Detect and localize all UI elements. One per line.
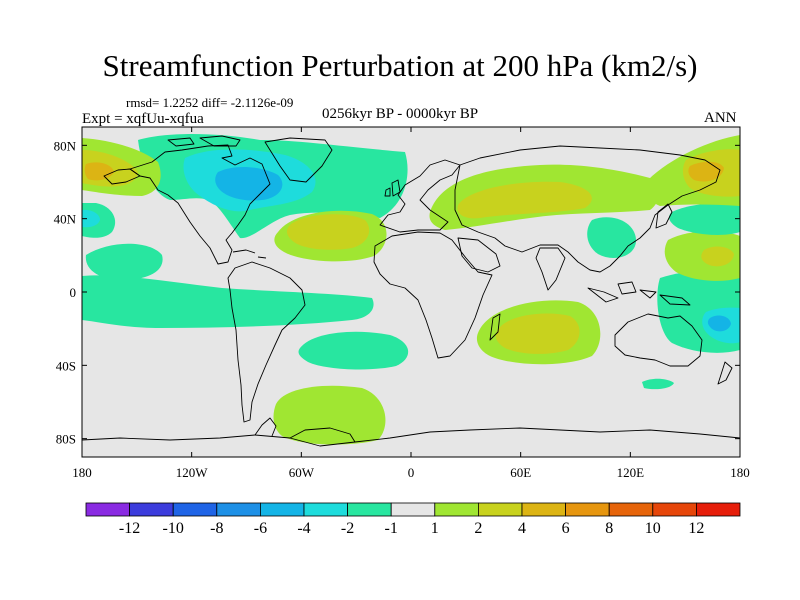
- lat-tick-label: 80S: [56, 432, 76, 447]
- lon-tick-label: 120W: [176, 465, 209, 480]
- lat-tick-label: 40N: [54, 212, 77, 227]
- field-contour: [669, 203, 740, 235]
- colorbar-label: 8: [605, 520, 613, 537]
- coastline-africa: [373, 231, 493, 359]
- coastline-alaska: [103, 168, 141, 185]
- field-contour: [701, 246, 734, 267]
- lon-tick-label: 60E: [510, 465, 531, 480]
- colorbar-swatch: [434, 502, 479, 517]
- colorbar-label: -8: [210, 520, 223, 537]
- colorbar-label: 10: [645, 520, 661, 537]
- coastline-greenland: [264, 137, 333, 183]
- colorbar-swatch: [608, 502, 654, 517]
- colorbar-swatch: [390, 502, 436, 517]
- colorbar-swatch: [172, 502, 218, 517]
- colorbar-label: -6: [254, 520, 267, 537]
- lon-tick-label: 60W: [289, 465, 315, 480]
- colorbar-swatch: [85, 502, 130, 517]
- map-panel: [82, 127, 740, 457]
- field-contour: [642, 378, 674, 390]
- colorbar-label: -10: [163, 520, 184, 537]
- colorbar-swatch: [477, 502, 523, 517]
- field-contour: [82, 275, 374, 328]
- field-contour: [298, 331, 409, 370]
- coastline-south-america: [227, 261, 306, 423]
- coastline-india: [535, 247, 566, 291]
- lat-tick-label: 80N: [54, 138, 77, 153]
- field-contour: [84, 162, 114, 181]
- colorbar-label: -12: [119, 520, 140, 537]
- coastline-asia: [454, 145, 721, 273]
- colorbar: -12 -10 -8 -6 -4 -2 -1 1 2 4 6 8 10 12: [85, 502, 741, 537]
- field-contour: [273, 385, 386, 445]
- coastline-australia: [614, 313, 703, 367]
- colorbar-swatch: [259, 502, 305, 517]
- lat-tick-label: 0: [70, 285, 77, 300]
- coastline-indonesia: [587, 281, 691, 306]
- coastline-british-isles: [384, 179, 401, 197]
- lon-tick-label: 120E: [617, 465, 645, 480]
- field-contour: [707, 315, 731, 332]
- colorbar-swatch: [129, 502, 174, 517]
- colorbar-swatch: [652, 502, 697, 517]
- colorbar-swatch: [216, 502, 261, 517]
- field-contour: [215, 166, 283, 201]
- coastline-antarctica: [82, 427, 740, 447]
- coastline-japan: [655, 203, 673, 229]
- season-label: ANN: [704, 110, 737, 126]
- lon-tick-label: 180: [72, 465, 92, 480]
- coastline-arabia: [457, 237, 501, 273]
- latitude-ticks: 80N 40N 0 40S 80S: [54, 138, 740, 447]
- colorbar-label: -2: [341, 520, 354, 537]
- colorbar-label: 1: [431, 520, 439, 537]
- coastline-antarctic-peninsula: [254, 417, 277, 437]
- experiment-label: Expt = xqfUu-xqfua: [82, 111, 204, 127]
- plot-title: Streamfunction Perturbation at 200 hPa (…: [102, 48, 698, 83]
- stats-text: rmsd= 1.2252 diff= -2.1126e-09: [126, 95, 294, 110]
- coastline-new-zealand: [717, 361, 733, 385]
- colorbar-swatch: [521, 502, 566, 517]
- colorbar-label: 2: [474, 520, 482, 537]
- longitude-ticks: 180 120W 60W 0 60E 120E 180: [72, 127, 750, 480]
- coastlines: [82, 135, 740, 447]
- colorbar-swatch: [696, 502, 741, 517]
- coastline-arctic-islands: [167, 135, 241, 147]
- field-contour: [495, 313, 580, 354]
- coastline-weddell-sea: [289, 427, 356, 443]
- field-layer: [82, 134, 740, 445]
- lon-tick-label: 180: [730, 465, 750, 480]
- coastline-madagascar: [489, 313, 501, 341]
- coastline-caribbean: [232, 249, 267, 259]
- coastline-europe: [379, 159, 461, 233]
- colorbar-swatch: [347, 502, 392, 517]
- colorbar-label: -1: [385, 520, 398, 537]
- lat-tick-label: 40S: [56, 358, 76, 373]
- colorbar-label: 4: [518, 520, 526, 537]
- coastline-north-america: [129, 144, 271, 265]
- field-contour: [286, 214, 370, 250]
- lon-tick-label: 0: [408, 465, 415, 480]
- colorbar-label: 6: [562, 520, 570, 537]
- colorbar-label: 12: [688, 520, 704, 537]
- field-contour: [587, 217, 637, 258]
- field-contour: [82, 209, 100, 228]
- colorbar-swatch: [303, 502, 348, 517]
- field-contour: [457, 181, 592, 219]
- field-contour: [85, 243, 163, 280]
- colorbar-swatch: [565, 502, 610, 517]
- period-label: 0256kyr BP - 0000kyr BP: [322, 106, 479, 122]
- colorbar-label: -4: [297, 520, 310, 537]
